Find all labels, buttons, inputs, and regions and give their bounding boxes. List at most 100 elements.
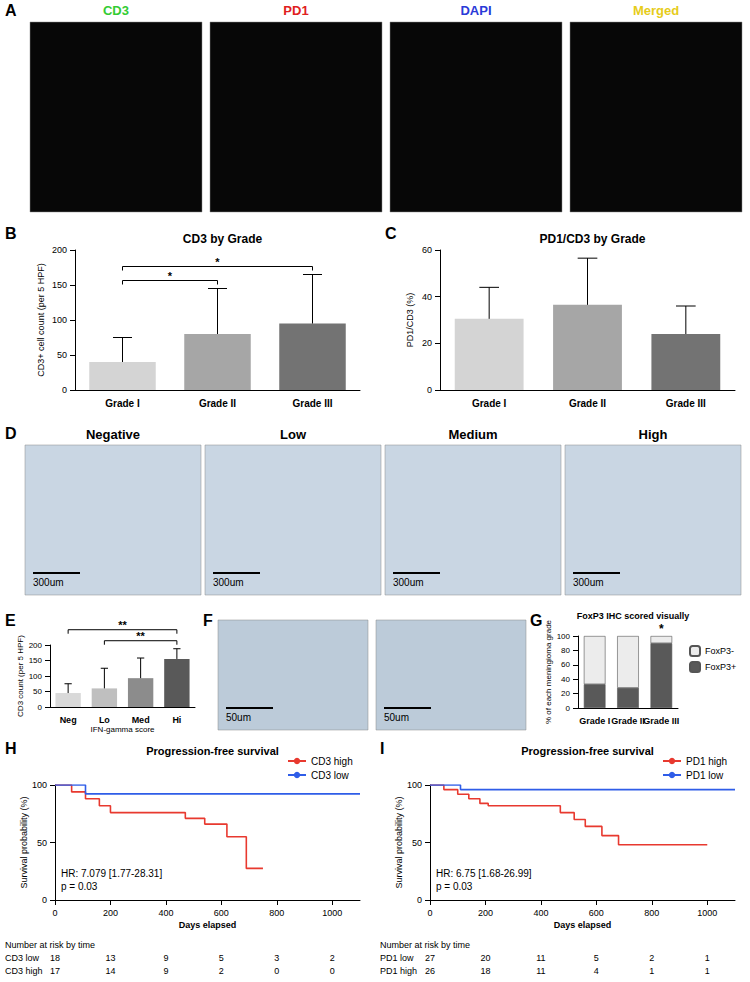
svg-text:CD3 low: CD3 low	[311, 770, 350, 781]
svg-text:400: 400	[158, 908, 173, 918]
svg-text:1000: 1000	[697, 908, 717, 918]
svg-text:Days elapsed: Days elapsed	[179, 920, 237, 930]
svg-text:2: 2	[219, 966, 224, 976]
svg-text:Merged: Merged	[633, 3, 679, 18]
svg-text:9: 9	[163, 953, 168, 963]
svg-text:100: 100	[52, 315, 67, 325]
svg-text:Grade III: Grade III	[292, 398, 332, 409]
svg-text:0: 0	[38, 703, 43, 712]
svg-text:FoxP3 IHC scored visually: FoxP3 IHC scored visually	[577, 611, 690, 621]
svg-text:400: 400	[533, 908, 548, 918]
svg-text:Negative: Negative	[86, 427, 140, 442]
svg-text:2: 2	[330, 953, 335, 963]
svg-text:0: 0	[566, 704, 571, 713]
svg-text:D: D	[5, 425, 17, 442]
svg-text:0: 0	[427, 385, 432, 395]
svg-text:Grade III: Grade III	[666, 398, 706, 409]
svg-text:PD1 low: PD1 low	[686, 770, 724, 781]
svg-text:IFN-gamma score: IFN-gamma score	[90, 725, 155, 734]
svg-text:18: 18	[480, 966, 490, 976]
svg-text:1: 1	[649, 966, 654, 976]
svg-text:PD1/CD3 (%): PD1/CD3 (%)	[405, 293, 415, 348]
svg-text:High: High	[639, 427, 668, 442]
svg-text:1: 1	[705, 966, 710, 976]
svg-text:CD3 count (per 5 HPF): CD3 count (per 5 HPF)	[16, 635, 25, 717]
svg-text:0: 0	[274, 966, 279, 976]
svg-text:300um: 300um	[213, 577, 244, 588]
svg-text:14: 14	[105, 966, 115, 976]
svg-text:CD3 high: CD3 high	[5, 966, 43, 976]
svg-text:300um: 300um	[33, 577, 64, 588]
svg-text:G: G	[530, 612, 542, 629]
svg-text:100: 100	[29, 672, 43, 681]
svg-text:Grade I: Grade I	[105, 398, 140, 409]
svg-text:20: 20	[422, 338, 432, 348]
svg-text:Neg: Neg	[60, 715, 77, 725]
svg-text:40: 40	[561, 675, 570, 684]
svg-text:5: 5	[594, 953, 599, 963]
svg-text:**: **	[136, 630, 145, 642]
svg-text:80: 80	[561, 646, 570, 655]
svg-text:2: 2	[649, 953, 654, 963]
svg-text:100: 100	[407, 780, 422, 790]
svg-text:PD1 low: PD1 low	[380, 953, 414, 963]
svg-text:Grade II: Grade II	[569, 398, 606, 409]
svg-text:150: 150	[29, 656, 43, 665]
svg-text:800: 800	[269, 908, 284, 918]
svg-text:PD1 high: PD1 high	[380, 966, 417, 976]
svg-text:% of each meningioma grade: % of each meningioma grade	[544, 619, 553, 724]
svg-text:F: F	[203, 612, 213, 629]
svg-text:CD3 low: CD3 low	[5, 953, 40, 963]
svg-text:0: 0	[417, 895, 422, 905]
svg-text:Grade I: Grade I	[579, 716, 610, 726]
svg-text:9: 9	[163, 966, 168, 976]
svg-text:300um: 300um	[393, 577, 424, 588]
svg-text:FoxP3-: FoxP3-	[705, 646, 734, 656]
svg-text:CD3: CD3	[103, 3, 129, 18]
svg-text:**: **	[118, 619, 127, 631]
svg-text:50um: 50um	[226, 712, 251, 723]
svg-text:17: 17	[50, 966, 60, 976]
svg-text:Number at risk by time: Number at risk by time	[5, 940, 95, 950]
svg-text:*: *	[168, 270, 173, 282]
svg-text:13: 13	[105, 953, 115, 963]
svg-text:Hi: Hi	[172, 715, 181, 725]
svg-text:Grade III: Grade III	[643, 716, 679, 726]
svg-text:200: 200	[29, 641, 43, 650]
svg-text:11: 11	[536, 953, 545, 963]
svg-text:0: 0	[330, 966, 335, 976]
svg-text:Grade II: Grade II	[199, 398, 236, 409]
svg-text:Progression-free survival: Progression-free survival	[146, 745, 279, 757]
svg-text:Lo: Lo	[99, 715, 110, 725]
svg-text:0: 0	[427, 908, 432, 918]
svg-text:A: A	[5, 2, 17, 19]
svg-text:B: B	[5, 225, 17, 242]
svg-text:200: 200	[103, 908, 118, 918]
svg-text:Grade II: Grade II	[611, 716, 645, 726]
svg-text:1000: 1000	[322, 908, 342, 918]
svg-text:200: 200	[52, 245, 67, 255]
svg-text:Survival probability (%): Survival probability (%)	[394, 796, 404, 888]
svg-text:18: 18	[50, 953, 60, 963]
svg-text:p = 0.03: p = 0.03	[436, 881, 473, 892]
svg-text:Medium: Medium	[448, 427, 497, 442]
svg-text:PD1/CD3 by Grade: PD1/CD3 by Grade	[539, 232, 645, 246]
svg-text:H: H	[5, 740, 17, 757]
svg-text:HR: 6.75 [1.68-26.99]: HR: 6.75 [1.68-26.99]	[436, 868, 532, 879]
svg-text:0: 0	[42, 895, 47, 905]
svg-text:FoxP3+: FoxP3+	[705, 662, 736, 672]
svg-text:Low: Low	[280, 427, 307, 442]
svg-text:800: 800	[644, 908, 659, 918]
svg-text:60: 60	[561, 660, 570, 669]
svg-text:100: 100	[557, 632, 571, 641]
svg-text:0: 0	[52, 908, 57, 918]
svg-text:*: *	[659, 622, 664, 636]
svg-text:Survival probability (%): Survival probability (%)	[19, 796, 29, 888]
svg-text:CD3+ cell count (per 5 HPF): CD3+ cell count (per 5 HPF)	[36, 263, 46, 376]
svg-text:Number at risk by time: Number at risk by time	[380, 940, 470, 950]
svg-text:PD1: PD1	[283, 3, 308, 18]
svg-text:Days elapsed: Days elapsed	[554, 920, 612, 930]
svg-text:DAPI: DAPI	[460, 3, 491, 18]
svg-text:E: E	[5, 612, 16, 629]
svg-text:I: I	[380, 740, 384, 757]
